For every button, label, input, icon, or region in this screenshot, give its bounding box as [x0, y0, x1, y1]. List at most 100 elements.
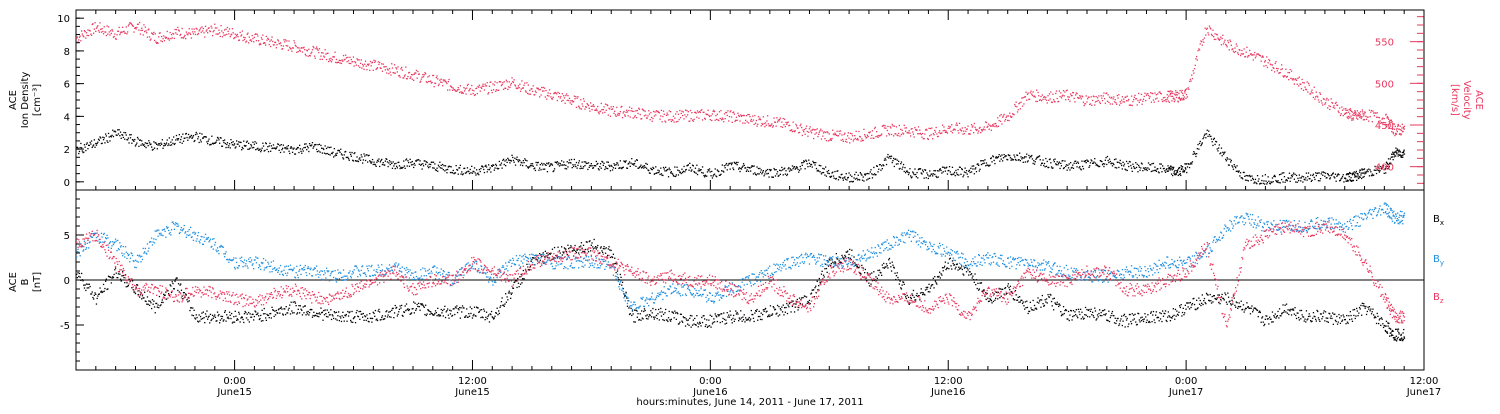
velocity-point — [1353, 118, 1354, 119]
bfield-x-point — [581, 242, 582, 243]
density-point — [182, 143, 183, 144]
velocity-point — [1124, 101, 1125, 102]
density-point — [799, 170, 800, 171]
density-point — [104, 142, 105, 143]
density-point — [524, 158, 525, 159]
density-point — [810, 166, 811, 167]
bfield-x-point — [722, 318, 723, 319]
velocity-point — [995, 123, 996, 124]
velocity-point — [1175, 90, 1176, 91]
density-point — [151, 146, 152, 147]
density-point — [1011, 160, 1012, 161]
velocity-point — [1246, 47, 1247, 48]
density-point — [1142, 163, 1143, 164]
velocity-point — [1202, 39, 1203, 40]
density-point — [1115, 167, 1116, 168]
velocity-point — [1186, 88, 1187, 89]
velocity-point — [109, 34, 110, 35]
velocity-point — [448, 79, 449, 80]
density-point — [807, 163, 808, 164]
velocity-point — [928, 139, 929, 140]
density-point — [1088, 161, 1089, 162]
density-point — [1398, 151, 1399, 152]
density-point — [1236, 165, 1237, 166]
velocity-point — [543, 87, 544, 88]
density-point — [802, 162, 803, 163]
velocity-point — [1361, 118, 1362, 119]
velocity-point — [526, 92, 527, 93]
velocity-point — [1174, 101, 1175, 102]
velocity-point — [319, 48, 320, 49]
density-point — [494, 170, 495, 171]
velocity-point — [1168, 96, 1169, 97]
density-point — [323, 149, 324, 150]
velocity-point — [623, 112, 624, 113]
velocity-point — [804, 129, 805, 130]
bfield-x-point — [579, 249, 580, 250]
density-point — [1127, 163, 1128, 164]
density-point — [1324, 172, 1325, 173]
density-point — [1267, 182, 1268, 183]
density-point — [193, 135, 194, 136]
density-point — [1262, 175, 1263, 176]
velocity-point — [1361, 116, 1362, 117]
density-point — [168, 143, 169, 144]
velocity-point — [612, 108, 613, 109]
bfield-x-point — [738, 320, 739, 321]
bfield-x-point — [817, 281, 818, 282]
density-point — [579, 160, 580, 161]
density-point — [1272, 177, 1273, 178]
density-point — [434, 163, 435, 164]
bfield-x-point — [427, 313, 428, 314]
density-point — [853, 177, 854, 178]
density-point — [1348, 180, 1349, 181]
density-point — [1322, 175, 1323, 176]
velocity-point — [1342, 110, 1343, 111]
velocity-point — [1158, 101, 1159, 102]
density-point — [196, 132, 197, 133]
velocity-point — [1128, 99, 1129, 100]
bfield-x-point — [206, 316, 207, 317]
density-point — [461, 171, 462, 172]
velocity-point — [175, 32, 176, 33]
density-point — [91, 140, 92, 141]
velocity-point — [1364, 119, 1365, 120]
velocity-point — [308, 49, 309, 50]
velocity-point — [616, 116, 617, 117]
velocity-point — [1154, 92, 1155, 93]
density-point — [1361, 178, 1362, 179]
bfield-x-point — [509, 291, 510, 292]
density-point — [1288, 178, 1289, 179]
density-point — [814, 162, 815, 163]
density-point — [1153, 163, 1154, 164]
velocity-point — [667, 113, 668, 114]
density-point — [1251, 175, 1252, 176]
density-point — [630, 163, 631, 164]
velocity-point — [998, 126, 999, 127]
velocity-point — [651, 117, 652, 118]
density-point — [756, 166, 757, 167]
velocity-point — [460, 85, 461, 86]
density-point — [637, 160, 638, 161]
velocity-point — [322, 59, 323, 60]
velocity-point — [321, 52, 322, 53]
bfield-x-point — [760, 319, 761, 320]
density-point — [766, 170, 767, 171]
density-point — [1137, 164, 1138, 165]
bfield-x-point — [305, 314, 306, 315]
density-point — [1320, 178, 1321, 179]
velocity-point — [567, 100, 568, 101]
velocity-point — [508, 86, 509, 87]
velocity-point — [662, 116, 663, 117]
velocity-point — [716, 119, 717, 120]
velocity-point — [111, 33, 112, 34]
density-point — [584, 165, 585, 166]
velocity-point — [1133, 99, 1134, 100]
velocity-point — [243, 37, 244, 38]
velocity-point — [1202, 45, 1203, 46]
density-point — [336, 155, 337, 156]
density-point — [865, 173, 866, 174]
density-point — [108, 133, 109, 134]
velocity-point — [268, 39, 269, 40]
density-point — [1151, 171, 1152, 172]
